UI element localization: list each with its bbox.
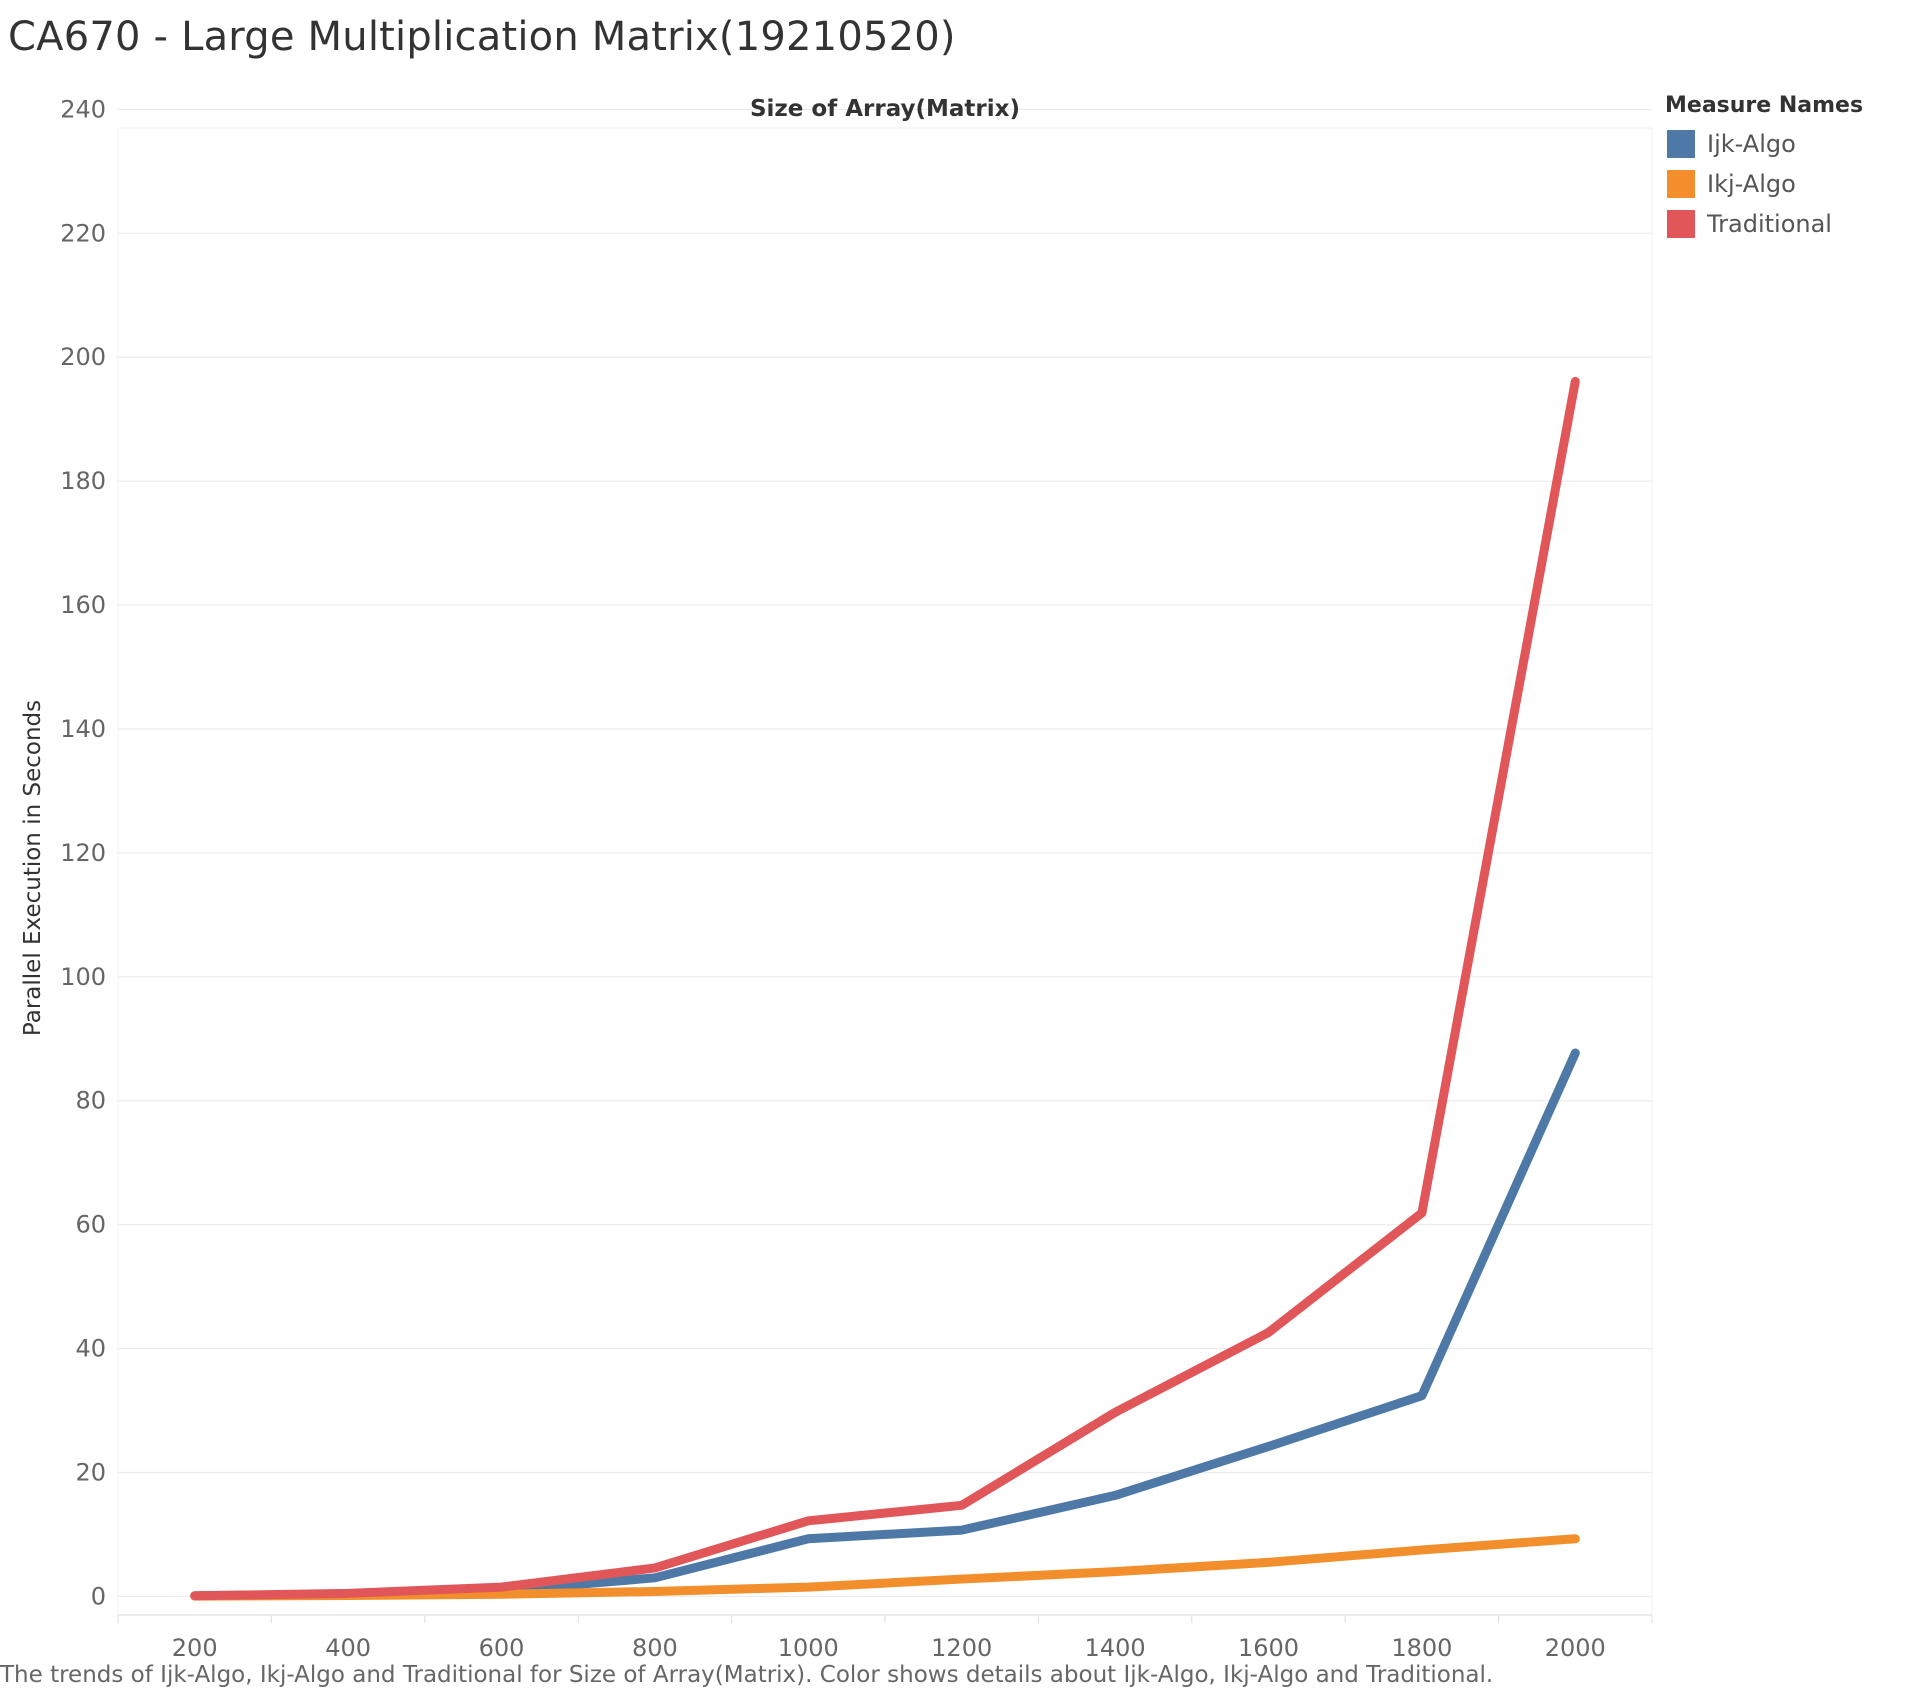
- y-tick-label: 40: [75, 1335, 106, 1363]
- legend-title: Measure Names: [1665, 93, 1864, 118]
- y-tick-label: 100: [60, 963, 106, 991]
- y-tick-label: 0: [91, 1582, 106, 1610]
- gridlines: [117, 108, 1653, 1616]
- legend-label: Ikj-Algo: [1707, 170, 1796, 198]
- y-tick-label: 120: [60, 839, 106, 867]
- legend-item-ijk-algo[interactable]: Ijk-Algo: [1665, 124, 1863, 164]
- y-tick-label: 80: [75, 1087, 106, 1115]
- x-tick-label: 800: [632, 1634, 678, 1662]
- x-tick-label: 600: [479, 1634, 525, 1662]
- axes: 0 20 40 60 80 100 120 140 160 180 200 220 240 200 400 6…: [60, 95, 1653, 1662]
- y-tick-label: 240: [60, 95, 106, 123]
- legend-item-ikj-algo[interactable]: Ikj-Algo: [1665, 164, 1863, 204]
- x-tick-label: 2000: [1545, 1634, 1606, 1662]
- y-tick-label: 200: [60, 343, 106, 371]
- legend-swatch-ijk-algo: [1667, 130, 1695, 158]
- y-tick-label: 60: [75, 1211, 106, 1239]
- x-tick-label: 1600: [1238, 1634, 1299, 1662]
- legend: Measure Names Ijk-Algo Ikj-Algo Traditio…: [1665, 93, 1863, 244]
- legend-swatch-traditional: [1667, 210, 1695, 238]
- x-tick-label: 1400: [1085, 1634, 1146, 1662]
- series-line-ikj-algo[interactable]: [190, 1534, 1580, 1601]
- series-lines: [190, 376, 1580, 1601]
- legend-swatch-ikj-algo: [1667, 170, 1695, 198]
- chart-caption: The trends of Ijk-Algo, Ikj-Algo and Tra…: [0, 1662, 1494, 1688]
- y-tick-label: 180: [60, 467, 106, 495]
- x-axis-title: Size of Array(Matrix): [750, 96, 1020, 122]
- y-axis-title: Parallel Execution in Seconds: [20, 700, 46, 1036]
- x-tick-label: 400: [325, 1634, 371, 1662]
- x-tick-label: 1000: [778, 1634, 839, 1662]
- legend-label: Traditional: [1707, 210, 1832, 238]
- y-tick-label: 140: [60, 715, 106, 743]
- y-tick-label: 20: [75, 1458, 106, 1486]
- x-tick-label: 1200: [931, 1634, 992, 1662]
- x-tick-label: 1800: [1391, 1634, 1452, 1662]
- y-tick-label: 220: [60, 219, 106, 247]
- x-tick-label: 200: [172, 1634, 218, 1662]
- chart-title: CA670 - Large Multiplication Matrix(1921…: [8, 14, 956, 60]
- legend-label: Ijk-Algo: [1707, 130, 1796, 158]
- legend-item-traditional[interactable]: Traditional: [1665, 204, 1863, 244]
- series-line-traditional[interactable]: [190, 376, 1580, 1601]
- y-tick-label: 160: [60, 591, 106, 619]
